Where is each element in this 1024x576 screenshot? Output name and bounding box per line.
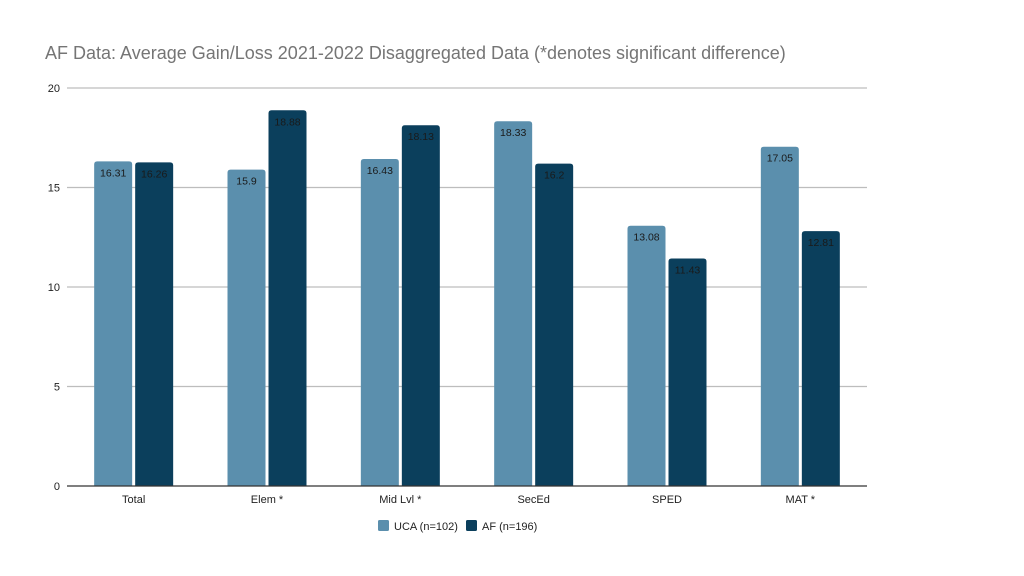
x-tick-label: Elem * [251, 494, 284, 506]
data-label: 18.33 [500, 127, 526, 139]
x-tick-label: SecEd [517, 494, 549, 506]
data-label: 16.31 [100, 167, 126, 179]
data-label: 18.88 [274, 116, 300, 128]
bar-af [668, 258, 707, 486]
legend-swatch [466, 520, 477, 531]
data-label: 16.43 [367, 165, 393, 177]
y-tick-label: 0 [54, 481, 60, 493]
x-tick-label: MAT * [786, 494, 816, 506]
bars [94, 110, 840, 487]
bar-uca [227, 169, 266, 486]
y-tick-label: 10 [48, 282, 60, 294]
bar-uca [627, 225, 666, 486]
x-tick-label: Mid Lvl * [379, 494, 422, 506]
data-labels: 16.31 16.26 15.9 18.88 16.43 18.13 18.33 16.2 13… [100, 116, 834, 276]
y-tick-label: 20 [48, 83, 60, 95]
bar-af [268, 110, 307, 487]
data-label: 13.08 [633, 232, 659, 244]
x-tick-label: SPED [652, 494, 682, 506]
bar-af [801, 231, 840, 486]
bar-af [401, 125, 440, 486]
axes: 0 5 10 15 20 Total Elem * Mid Lvl * SecEd SPED MAT… [48, 83, 867, 506]
bar-af [535, 163, 574, 486]
bar-uca [760, 146, 799, 486]
data-label: 16.2 [544, 170, 565, 182]
legend: UCA (n=102) AF (n=196) [378, 520, 537, 533]
y-tick-label: 15 [48, 183, 60, 195]
legend-swatch [378, 520, 389, 531]
data-label: 16.26 [141, 168, 167, 180]
chart-title: AF Data: Average Gain/Loss 2021-2022 Dis… [45, 43, 786, 63]
data-label: 12.81 [808, 237, 834, 249]
bar-uca [94, 161, 133, 486]
legend-label: AF (n=196) [482, 521, 537, 533]
bar-uca [360, 159, 399, 486]
x-tick-label: Total [122, 494, 145, 506]
data-label: 18.13 [408, 131, 434, 143]
data-label: 11.43 [675, 265, 701, 277]
legend-label: UCA (n=102) [394, 521, 458, 533]
bar-uca [494, 121, 533, 486]
bar-af [135, 162, 174, 486]
data-label: 17.05 [767, 153, 793, 165]
data-label: 15.9 [236, 176, 257, 188]
y-tick-label: 5 [54, 382, 60, 394]
gridlines [67, 87, 867, 388]
